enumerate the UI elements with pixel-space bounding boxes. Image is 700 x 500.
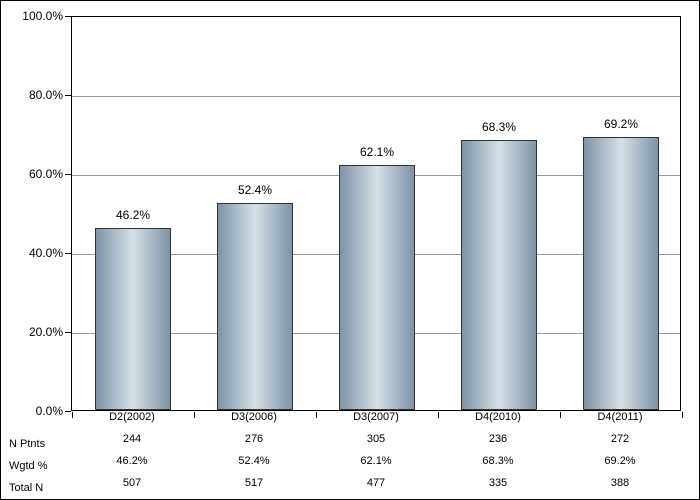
table-row-cells: 507 517 477 335 388 [71,477,681,499]
bar [339,165,415,410]
table-cell: 69.2% [604,455,635,467]
bar [217,203,293,410]
table-cell: 68.3% [482,455,513,467]
table-row: Wgtd % 46.2% 52.4% 62.1% 68.3% 69.2% [1,455,700,477]
table-cell: D3(2006) [231,411,277,423]
table-row-header: Total N [1,482,71,494]
bar-value-label: 52.4% [238,183,272,197]
table-cell: 276 [245,433,263,445]
y-axis-label: 100.0% [1,9,63,23]
bar [583,137,659,410]
table-cell: 236 [489,433,507,445]
table-cell: 388 [611,477,629,489]
y-axis-label: 60.0% [1,167,63,181]
bar-value-label: 69.2% [604,117,638,131]
table-row-cells: D2(2002) D3(2006) D3(2007) D4(2010) D4(2011) [71,411,681,433]
table-cell: D2(2002) [109,411,155,423]
table-cell: 46.2% [116,455,147,467]
table-cell: 272 [611,433,629,445]
table-cell: 477 [367,477,385,489]
table-row-header: N Ptnts [1,438,71,450]
table-cell: 52.4% [238,455,269,467]
y-axis-label: 80.0% [1,88,63,102]
table-row-cells: 46.2% 52.4% 62.1% 68.3% 69.2% [71,455,681,477]
table-row-cells: 244 276 305 236 272 [71,433,681,455]
table-row: N Ptnts 244 276 305 236 272 [1,433,700,455]
table-row-header: Wgtd % [1,460,71,472]
plot-area: 46.2% 52.4% 62.1% 68.3% 69.2% [71,16,681,411]
bar-value-label: 46.2% [116,208,150,222]
table-cell: D3(2007) [353,411,399,423]
table-row: Total N 507 517 477 335 388 [1,477,700,499]
bars-group [72,17,680,410]
table-cell: 305 [367,433,385,445]
table-cell: 62.1% [360,455,391,467]
y-axis-label: 40.0% [1,246,63,260]
bar [95,228,171,410]
bar [461,140,537,410]
y-axis-label: 20.0% [1,325,63,339]
chart-container: 0.0%20.0%40.0%60.0%80.0%100.0% 46.2%52.4… [0,0,700,500]
bar-value-label: 62.1% [360,145,394,159]
table-row: D2(2002) D3(2006) D3(2007) D4(2010) D4(2011) [1,411,700,433]
bar-value-label: 68.3% [482,120,516,134]
data-table: D2(2002) D3(2006) D3(2007) D4(2010) D4(2011)… [1,411,700,499]
table-cell: 335 [489,477,507,489]
table-cell: 244 [123,433,141,445]
table-cell: D4(2010) [475,411,521,423]
table-cell: 517 [245,477,263,489]
table-cell: D4(2011) [597,411,642,423]
table-cell: 507 [123,477,141,489]
